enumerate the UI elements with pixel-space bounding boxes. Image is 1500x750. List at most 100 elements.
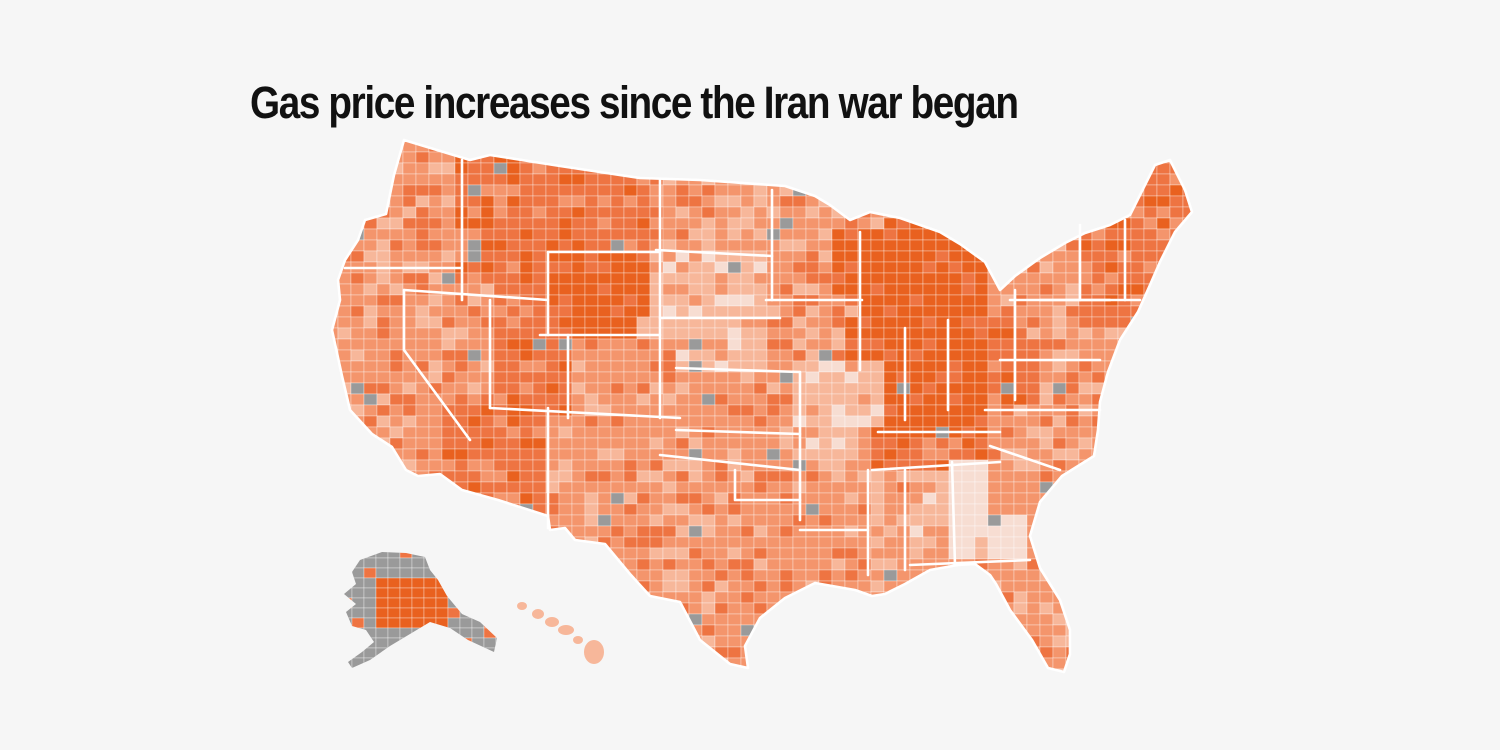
county-tile bbox=[623, 624, 638, 637]
county-tile bbox=[818, 437, 833, 450]
county-tile bbox=[779, 140, 794, 142]
county-tile bbox=[428, 525, 443, 538]
county-tile bbox=[662, 393, 677, 406]
county-tile bbox=[987, 448, 1002, 461]
county-tile bbox=[1026, 415, 1041, 428]
county-tile bbox=[610, 536, 625, 549]
county-tile bbox=[610, 151, 625, 164]
county-tile bbox=[1143, 547, 1158, 560]
county-tile bbox=[935, 239, 950, 252]
county-tile bbox=[1091, 239, 1106, 252]
county-tile bbox=[350, 349, 365, 362]
county-tile bbox=[753, 371, 768, 384]
county-tile bbox=[1130, 404, 1145, 417]
county-tile bbox=[1104, 151, 1119, 164]
county-tile bbox=[792, 558, 807, 571]
county-tile bbox=[1169, 657, 1184, 670]
county-tile bbox=[844, 558, 859, 571]
county-tile bbox=[766, 646, 781, 659]
county-tile bbox=[831, 349, 846, 362]
county-tile bbox=[922, 580, 937, 593]
county-tile bbox=[376, 294, 391, 307]
county-tile bbox=[961, 536, 976, 549]
county-tile bbox=[831, 613, 846, 626]
county-tile bbox=[792, 250, 807, 263]
county-tile bbox=[753, 382, 768, 395]
county-tile bbox=[1104, 162, 1119, 175]
county-tile bbox=[1104, 657, 1119, 670]
county-tile bbox=[870, 283, 885, 296]
county-tile bbox=[623, 184, 638, 197]
county-tile bbox=[909, 283, 924, 296]
county-tile bbox=[792, 239, 807, 252]
county-tile bbox=[870, 415, 885, 428]
county-tile bbox=[909, 228, 924, 241]
county-tile bbox=[1156, 525, 1171, 538]
county-tile bbox=[974, 481, 989, 494]
county-tile bbox=[662, 646, 677, 659]
hawaii-island bbox=[517, 602, 527, 610]
alaska-borough-tile bbox=[411, 597, 425, 609]
county-tile bbox=[480, 140, 495, 153]
county-tile bbox=[909, 525, 924, 538]
county-tile bbox=[389, 239, 404, 252]
county-tile bbox=[688, 470, 703, 483]
county-tile bbox=[1104, 602, 1119, 615]
county-tile bbox=[831, 283, 846, 296]
county-tile bbox=[441, 305, 456, 318]
county-tile bbox=[870, 646, 885, 659]
county-tile bbox=[389, 404, 404, 417]
county-tile bbox=[597, 349, 612, 362]
county-tile bbox=[766, 140, 781, 142]
county-tile bbox=[1091, 591, 1106, 604]
county-tile bbox=[922, 283, 937, 296]
county-tile bbox=[376, 217, 391, 230]
county-tile bbox=[779, 195, 794, 208]
county-tile bbox=[584, 503, 599, 516]
county-tile bbox=[805, 404, 820, 417]
county-tile bbox=[753, 404, 768, 417]
alaska-borough-tile bbox=[351, 557, 365, 569]
county-tile bbox=[480, 668, 495, 672]
county-tile bbox=[332, 228, 339, 241]
county-tile bbox=[415, 338, 430, 351]
county-tile bbox=[584, 305, 599, 318]
county-tile bbox=[844, 305, 859, 318]
county-tile bbox=[818, 228, 833, 241]
county-tile bbox=[714, 151, 729, 164]
county-tile bbox=[844, 481, 859, 494]
county-tile bbox=[376, 525, 391, 538]
county-tile bbox=[974, 525, 989, 538]
county-tile bbox=[584, 558, 599, 571]
alaska-borough-tile bbox=[483, 627, 497, 639]
county-tile bbox=[1169, 184, 1184, 197]
county-tile bbox=[1130, 327, 1145, 340]
county-tile bbox=[1026, 151, 1041, 164]
alaska-borough-tile bbox=[495, 587, 497, 599]
county-tile bbox=[1026, 327, 1041, 340]
county-tile bbox=[805, 283, 820, 296]
county-tile bbox=[987, 173, 1002, 186]
county-tile bbox=[1156, 140, 1171, 142]
county-tile bbox=[1104, 250, 1119, 263]
county-tile bbox=[1013, 503, 1028, 516]
county-tile bbox=[480, 272, 495, 285]
county-tile bbox=[883, 261, 898, 274]
county-tile bbox=[441, 228, 456, 241]
county-tile bbox=[1169, 239, 1184, 252]
county-tile bbox=[415, 239, 430, 252]
county-tile bbox=[519, 536, 534, 549]
county-tile bbox=[428, 481, 443, 494]
alaska-borough-tile bbox=[495, 552, 497, 559]
county-tile bbox=[467, 162, 482, 175]
county-tile bbox=[332, 261, 339, 274]
county-tile bbox=[519, 272, 534, 285]
alaska-borough-tile bbox=[387, 597, 401, 609]
county-tile bbox=[532, 349, 547, 362]
county-tile bbox=[1039, 525, 1054, 538]
county-tile bbox=[974, 668, 989, 672]
county-tile bbox=[1104, 459, 1119, 472]
county-tile bbox=[987, 536, 1002, 549]
county-tile bbox=[1000, 536, 1015, 549]
county-tile bbox=[532, 580, 547, 593]
